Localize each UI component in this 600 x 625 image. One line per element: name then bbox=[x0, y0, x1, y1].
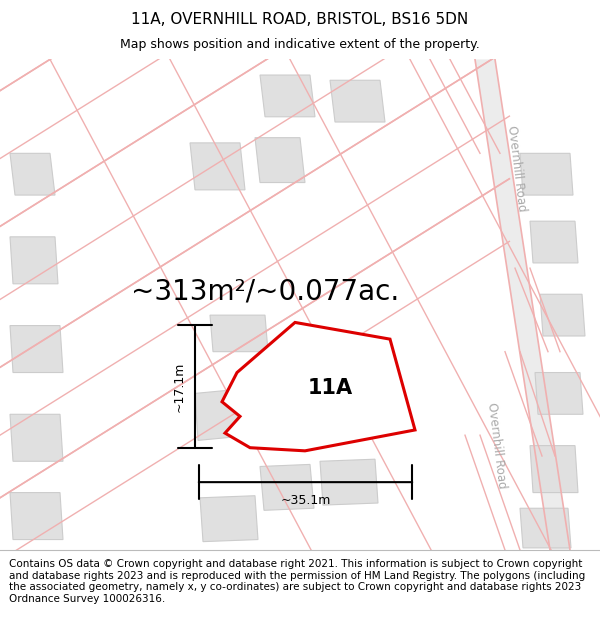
Polygon shape bbox=[520, 508, 571, 548]
Polygon shape bbox=[530, 446, 578, 493]
Polygon shape bbox=[195, 388, 253, 441]
Polygon shape bbox=[255, 138, 305, 182]
Polygon shape bbox=[540, 294, 585, 336]
Text: Contains OS data © Crown copyright and database right 2021. This information is : Contains OS data © Crown copyright and d… bbox=[9, 559, 585, 604]
Polygon shape bbox=[475, 59, 570, 550]
Polygon shape bbox=[520, 153, 573, 195]
Polygon shape bbox=[10, 492, 63, 539]
Text: Map shows position and indicative extent of the property.: Map shows position and indicative extent… bbox=[120, 38, 480, 51]
Text: 11A, OVERNHILL ROAD, BRISTOL, BS16 5DN: 11A, OVERNHILL ROAD, BRISTOL, BS16 5DN bbox=[131, 11, 469, 26]
Text: ~35.1m: ~35.1m bbox=[280, 494, 331, 508]
Polygon shape bbox=[530, 221, 578, 263]
Polygon shape bbox=[10, 414, 63, 461]
Polygon shape bbox=[210, 315, 268, 352]
Polygon shape bbox=[260, 75, 315, 117]
Text: ~17.1m: ~17.1m bbox=[173, 361, 185, 412]
Polygon shape bbox=[222, 322, 415, 451]
Polygon shape bbox=[10, 326, 63, 372]
Text: ~313m²/~0.077ac.: ~313m²/~0.077ac. bbox=[131, 277, 399, 305]
Polygon shape bbox=[260, 464, 314, 511]
Polygon shape bbox=[10, 153, 55, 195]
Polygon shape bbox=[190, 143, 245, 190]
Polygon shape bbox=[330, 80, 385, 122]
Polygon shape bbox=[535, 372, 583, 414]
Text: Overnhill Road: Overnhill Road bbox=[505, 125, 529, 212]
Polygon shape bbox=[10, 237, 58, 284]
Text: Overnhill Road: Overnhill Road bbox=[485, 402, 509, 489]
Polygon shape bbox=[320, 459, 378, 505]
Polygon shape bbox=[200, 496, 258, 542]
Text: 11A: 11A bbox=[307, 378, 353, 398]
